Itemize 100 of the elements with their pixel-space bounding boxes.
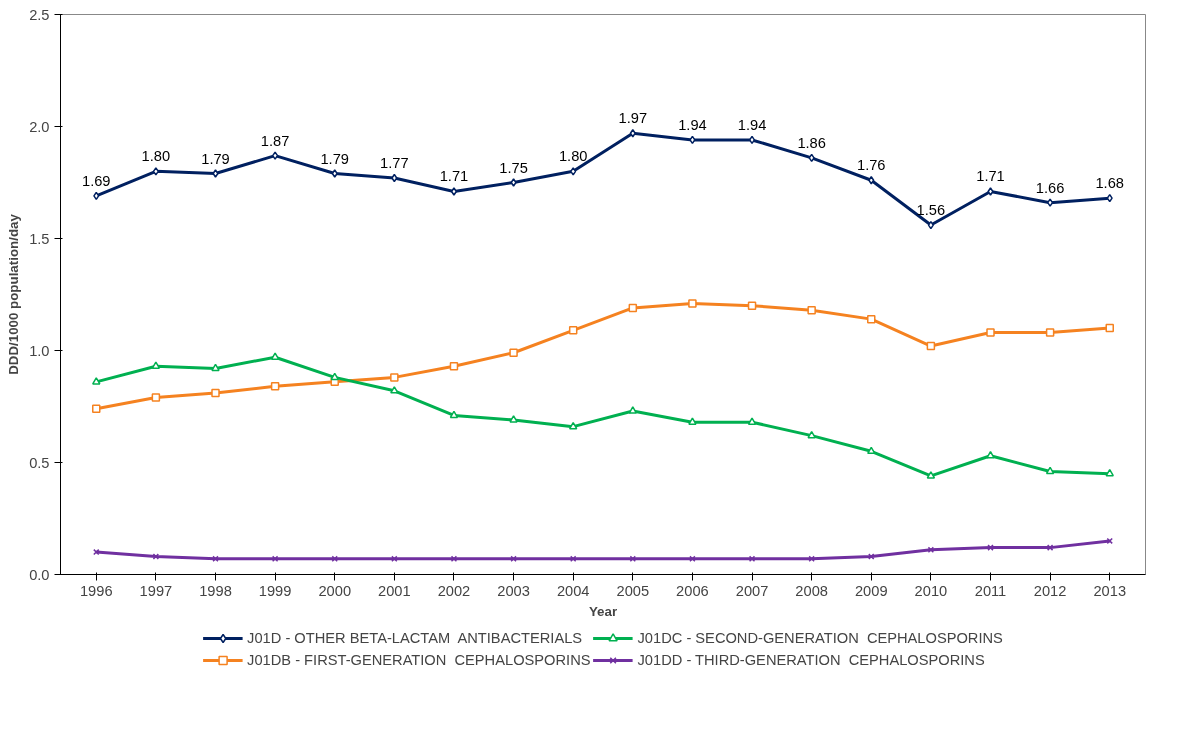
point (151, 361, 161, 369)
legend-label: J01D - OTHER BETA-LACTAM ANTIBACTERIALS (247, 630, 583, 646)
point (1105, 468, 1114, 477)
legend-label: J01DC - SECOND-GENERATION CEPHALOSPORINS (637, 630, 1003, 646)
y-tick-label: 1.0 (29, 342, 50, 359)
x-tick-label: 1998 (199, 582, 232, 599)
data-label: 1.76 (857, 157, 886, 174)
x-tick-label: 1996 (79, 582, 113, 599)
x-tick-label: 1999 (258, 582, 292, 599)
point (1105, 323, 1114, 333)
x-tick-label: 2009 (854, 582, 888, 599)
point (93, 191, 100, 201)
point (986, 450, 995, 459)
point (808, 153, 815, 163)
x-tick-label: 2001 (378, 582, 411, 599)
point (390, 386, 399, 394)
data-label: 1.94 (678, 116, 707, 133)
point (449, 410, 459, 419)
point (331, 169, 338, 178)
data-label: 1.69 (82, 172, 111, 189)
x-tick-label: 2007 (735, 582, 769, 599)
data-label: 1.87 (260, 132, 290, 149)
point (867, 314, 876, 324)
x-tick-label: 2010 (914, 582, 948, 599)
data-label: 1.94 (737, 116, 767, 133)
y-tick-label: 2.5 (29, 6, 50, 23)
point (629, 555, 637, 563)
point (509, 415, 518, 423)
point (628, 303, 638, 313)
data-label: 1.56 (916, 202, 946, 219)
point (748, 135, 756, 145)
point (927, 546, 935, 554)
point (1045, 466, 1055, 475)
data-label: 1.71 (976, 168, 1005, 185)
data-label: 1.80 (558, 148, 588, 165)
point (986, 328, 995, 337)
legend-label: J01DB - FIRST-GENERATION CEPHALOSPORINS (247, 652, 591, 668)
x-tick-label: 2003 (497, 582, 530, 599)
data-label: 1.75 (499, 159, 528, 176)
x-tick-label: 2012 (1033, 582, 1067, 599)
point (868, 176, 875, 185)
point (449, 361, 459, 371)
x-tick-label: 2000 (318, 582, 352, 599)
point (927, 220, 934, 230)
y-axis-title: DDD/1000 population/day (6, 213, 22, 375)
point (391, 173, 398, 183)
x-tick-label: 2008 (795, 582, 828, 599)
point (926, 341, 936, 351)
data-label: 1.80 (141, 148, 171, 165)
data-label: 1.71 (439, 168, 469, 185)
x-tick-label: 1997 (139, 582, 173, 599)
point (1047, 198, 1054, 207)
data-label: 1.68 (1095, 175, 1124, 192)
x-tick-label: 2002 (437, 582, 471, 599)
x-tick-label: 2011 (974, 582, 1007, 599)
y-tick-label: 2.0 (29, 118, 50, 135)
point (807, 305, 816, 315)
point (330, 372, 339, 381)
point (92, 377, 101, 385)
point (1045, 328, 1055, 337)
point (688, 299, 697, 308)
point (926, 471, 936, 479)
point (270, 352, 280, 360)
point (987, 187, 994, 196)
x-tick-label: 2013 (1093, 582, 1127, 599)
y-tick-label: 0.5 (29, 454, 50, 471)
point (211, 363, 220, 372)
data-label: 1.79 (201, 150, 230, 167)
y-tick-label: 1.5 (29, 230, 50, 247)
point (509, 348, 518, 357)
point (570, 167, 577, 176)
point (628, 406, 638, 414)
legend-label: J01DD - THIRD-GENERATION CEPHALOSPORINS (637, 652, 985, 668)
data-label: 1.86 (797, 134, 826, 151)
point (151, 393, 161, 402)
point (569, 555, 577, 563)
data-label: 1.66 (1035, 179, 1065, 196)
point (390, 373, 399, 382)
data-label: 1.79 (320, 150, 349, 167)
x-tick-label: 2004 (556, 582, 590, 599)
point (747, 417, 757, 425)
point (211, 388, 220, 398)
point (212, 169, 219, 178)
y-tick-label: 0.0 (29, 566, 50, 583)
x-tick-label: 2006 (676, 582, 709, 599)
x-tick-label: 2005 (616, 582, 650, 599)
point (272, 151, 279, 160)
line-series (93, 537, 1113, 563)
data-label: 1.97 (618, 110, 648, 127)
point (747, 301, 757, 310)
point (450, 187, 458, 196)
x-axis-title: Year (588, 603, 618, 619)
point (689, 135, 696, 145)
point (807, 430, 816, 439)
point (1106, 193, 1113, 203)
point (152, 167, 159, 176)
point (92, 404, 101, 413)
point (568, 421, 578, 430)
point (270, 382, 280, 391)
point (629, 128, 636, 138)
